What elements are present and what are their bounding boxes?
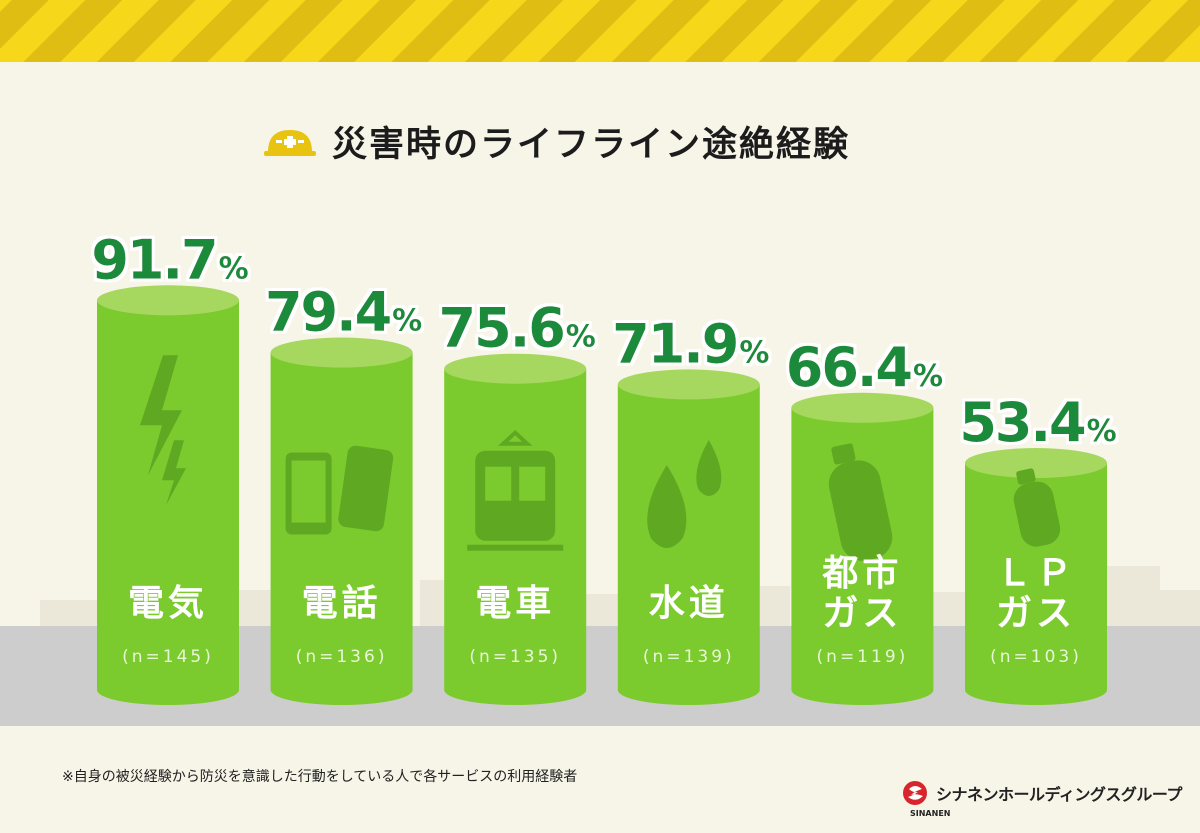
- bar-body: [617, 384, 760, 706]
- value-label: 66.4%: [786, 336, 943, 399]
- category-label: 都市: [821, 553, 902, 594]
- bar-body: [97, 300, 239, 705]
- value-label: 53.4%: [959, 391, 1116, 454]
- sample-size-label: (n=139): [643, 647, 735, 667]
- brand-sub: SINANEN: [910, 809, 951, 818]
- bar-3: 電車 (n=135) 75.6%: [439, 297, 596, 706]
- brand-name: シナネンホールディングスグループ: [936, 785, 1182, 804]
- sample-size-label: (n=119): [817, 647, 909, 667]
- water-drop-icon: [647, 440, 722, 548]
- lp-gas-cylinder-icon: [1013, 468, 1061, 547]
- footnote: ※自身の被災経験から防災を意識した行動をしている人で各サービスの利用経験者: [62, 769, 578, 785]
- value-label: 75.6%: [439, 297, 596, 360]
- phone-icon: [285, 445, 394, 535]
- value-label: 79.4%: [265, 281, 422, 344]
- helmet-icon: [264, 129, 316, 156]
- lightning-icon: [140, 355, 186, 506]
- chart-header: 災害時のライフライン途絶経験: [262, 116, 850, 167]
- bar-top: [965, 448, 1107, 479]
- sinanen-logo-icon: [903, 781, 927, 805]
- sample-size-label: (n=103): [990, 647, 1082, 667]
- brand-logo: シナネンホールディングスグループ: [902, 780, 1182, 806]
- gas-cylinder-icon: [828, 443, 893, 561]
- bar-body: [270, 352, 413, 705]
- sample-size-label: (n=145): [122, 647, 214, 667]
- value-label: 91.7%: [91, 228, 248, 291]
- bar-top: [791, 392, 934, 423]
- bar-4: 水道 (n=139) 71.9%: [612, 312, 769, 706]
- bar-top: [97, 285, 239, 316]
- sample-size-label: (n=135): [469, 647, 561, 667]
- bar-top: [270, 337, 413, 368]
- bar-body: [965, 463, 1107, 705]
- train-icon: [467, 429, 564, 551]
- bar-top: [444, 353, 587, 384]
- category-label: 電気: [128, 583, 208, 624]
- chart-title: 災害時のライフライン途絶経験: [332, 125, 851, 165]
- category-label: ＬＰ: [996, 553, 1076, 594]
- category-label: 電話: [302, 583, 382, 624]
- category-label: ガス: [822, 593, 902, 634]
- hazard-stripe-banner: [0, 0, 1200, 62]
- bar-2: 電話 (n=136) 79.4%: [265, 281, 422, 705]
- category-label: ガス: [996, 593, 1076, 634]
- bar-top: [617, 369, 760, 400]
- bar-1: 電気 (n=145) 91.7%: [91, 228, 249, 705]
- category-label: 水道: [649, 583, 729, 624]
- category-label: 電車: [475, 583, 555, 624]
- value-label: 71.9%: [612, 312, 769, 375]
- sample-size-label: (n=136): [296, 647, 388, 667]
